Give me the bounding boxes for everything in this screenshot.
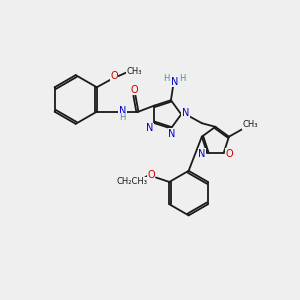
Text: CH₂CH₃: CH₂CH₃ <box>117 178 148 187</box>
Text: O: O <box>110 71 118 81</box>
Text: N: N <box>168 128 176 139</box>
Text: O: O <box>130 85 138 95</box>
Text: O: O <box>225 148 232 158</box>
Text: H: H <box>119 113 126 122</box>
Text: N: N <box>119 106 126 116</box>
Text: H: H <box>164 74 170 83</box>
Text: CH₃: CH₃ <box>243 120 258 129</box>
Text: CH₃: CH₃ <box>126 67 142 76</box>
Text: H: H <box>179 74 185 83</box>
Text: N: N <box>171 77 178 87</box>
Text: N: N <box>198 148 206 158</box>
Text: N: N <box>146 123 154 133</box>
Text: N: N <box>182 108 189 118</box>
Text: O: O <box>147 169 155 179</box>
